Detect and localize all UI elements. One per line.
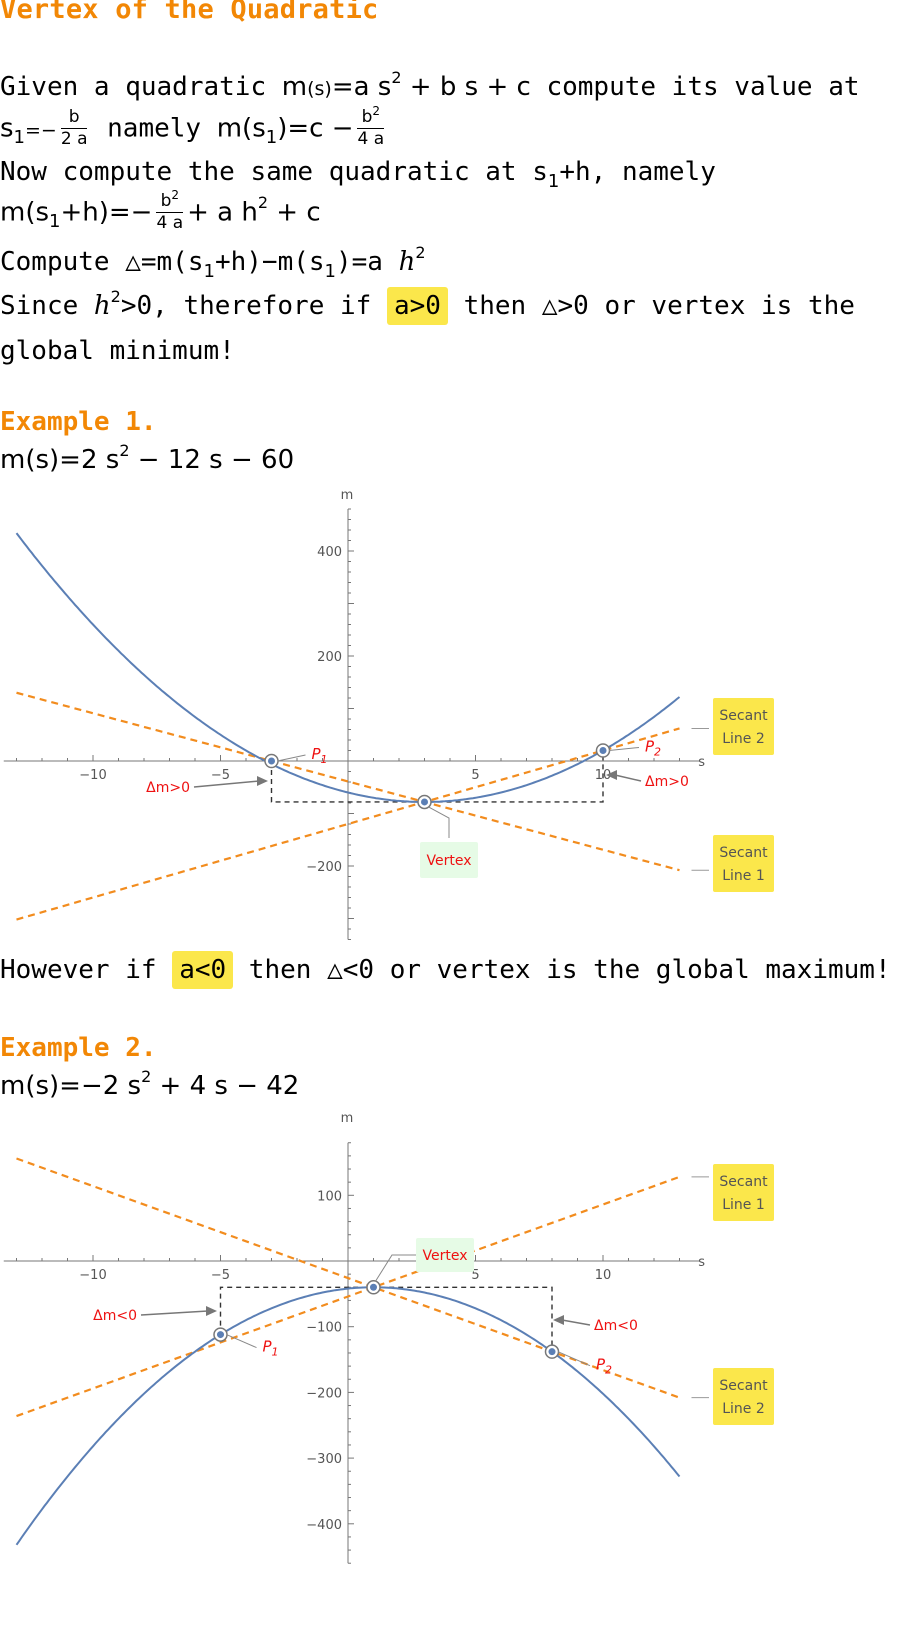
vertex-leader xyxy=(428,806,450,838)
y-axis-label: m xyxy=(341,488,354,503)
y-tick-label: 200 xyxy=(317,650,342,665)
p1-point xyxy=(268,757,275,765)
example-2-formula: m(s)=−2 s2 + 4 s − 42 xyxy=(0,1067,300,1101)
delta-m-right-arrow-shaft xyxy=(614,774,642,782)
p1-label: P1 xyxy=(263,1338,279,1359)
y-tick-label: 100 xyxy=(317,1189,342,1204)
x-tick-label: −10 xyxy=(79,1268,106,1283)
delta-m-left-label: Δm>0 xyxy=(146,780,190,796)
secant-line-2 xyxy=(16,727,680,921)
highlight-a-positive: a>0 xyxy=(386,287,448,325)
text-line-5: Compute △=m(s1+h)−m(s1)=a h2 xyxy=(0,243,426,282)
secant-line-1-label-line2: Line 1 xyxy=(722,868,765,884)
secant-line-1-box xyxy=(713,835,774,892)
secant-line-2 xyxy=(16,1157,680,1399)
delta-m-left-arrow-head xyxy=(206,1306,217,1316)
p1-leader xyxy=(226,1334,257,1349)
x-axis-label: s xyxy=(698,1255,705,1270)
vertex-label: Vertex xyxy=(422,1248,467,1264)
delta-m-right-arrow-head xyxy=(553,1315,564,1325)
text-line-2: s1=− b 2 a namely m(s1)=c − b2 4 a xyxy=(0,104,385,149)
text-line-3: Now compute the same quadratic at s1+h, … xyxy=(0,157,716,192)
vertex-point xyxy=(370,1283,377,1291)
y-tick-label: −300 xyxy=(306,1452,342,1467)
x-tick-label: −5 xyxy=(211,1268,230,1283)
x-tick-label: −5 xyxy=(211,768,230,783)
p2-leader xyxy=(557,1351,591,1367)
text-line-between: However if a<0 then △<0 or vertex is the… xyxy=(0,951,891,989)
x-tick-label: 10 xyxy=(595,1268,612,1283)
delta-m-left-label: Δm<0 xyxy=(93,1308,137,1324)
fraction-b2-4a-2: b2 4 a xyxy=(156,188,184,233)
x-tick-label: 5 xyxy=(471,768,479,783)
text-line-7: global minimum! xyxy=(0,336,235,366)
secant-line-2-label-line1: Secant xyxy=(719,708,768,724)
example-1-formula: m(s)=2 s2 − 12 s − 60 xyxy=(0,441,295,475)
p2-point xyxy=(599,747,607,754)
delta-m-bracket xyxy=(270,750,604,803)
delta-m-right-arrow-head xyxy=(606,770,617,780)
y-tick-label: −100 xyxy=(306,1321,342,1336)
p1-label: P1 xyxy=(312,745,328,766)
x-tick-label: −10 xyxy=(79,768,106,783)
secant-line-1-label-line2: Line 1 xyxy=(722,1197,765,1213)
highlight-a-negative: a<0 xyxy=(172,951,234,989)
secant-line-2-label-line2: Line 2 xyxy=(722,1401,765,1417)
text-line-1: Given a quadratic m(s)=a s2 + b s + c co… xyxy=(0,68,860,102)
delta-m-right-label: Δm<0 xyxy=(594,1318,638,1334)
y-axis-label: m xyxy=(341,1111,354,1126)
delta-m-right-label: Δm>0 xyxy=(645,774,689,790)
example-2-heading: Example 2. xyxy=(0,1033,157,1063)
p2-label: P2 xyxy=(645,738,661,759)
x-axis-label: s xyxy=(698,755,705,770)
p1-leader xyxy=(277,754,306,762)
vertex-label-box xyxy=(416,1238,474,1272)
secant-line-1 xyxy=(16,1175,680,1418)
secant-line-2-label-line2: Line 2 xyxy=(722,731,765,747)
delta-m-left-arrow-shaft xyxy=(140,1310,209,1316)
text-line-6: Since h2>0, therefore if a>0 then △>0 or… xyxy=(0,287,855,325)
vertex-label: Vertex xyxy=(426,853,471,869)
p2-point xyxy=(548,1348,556,1356)
delta-m-right-arrow-shaft xyxy=(561,1319,591,1326)
secant-line-1 xyxy=(16,691,680,872)
quadratic-curve xyxy=(15,1286,681,1546)
secant-line-1-box xyxy=(713,1164,774,1221)
x-tick-label: 5 xyxy=(471,1268,479,1283)
p2-label: P2 xyxy=(596,1356,612,1377)
vertex-point xyxy=(421,798,428,806)
p2-leader xyxy=(608,747,640,751)
secant-line-1-label-line1: Secant xyxy=(719,845,768,861)
text-line-4: m(s1+h)=− b2 4 a + a h2 + c xyxy=(0,188,321,233)
vertex-label-box xyxy=(420,842,478,878)
delta-m-left-arrow-head xyxy=(257,776,268,786)
example-1-heading: Example 1. xyxy=(0,407,157,437)
page-title: Vertex of the Quadratic xyxy=(0,0,379,25)
secant-line-2-box xyxy=(713,1368,774,1425)
y-tick-label: 400 xyxy=(317,545,342,560)
y-tick-label: −200 xyxy=(306,1386,342,1401)
vertex-leader xyxy=(375,1254,416,1282)
y-tick-label: −400 xyxy=(306,1518,342,1533)
secant-line-1-label-line1: Secant xyxy=(719,1174,768,1190)
example-2-chart: s m −10 −5 5 10 100 −100 −200 −300 −400 P1 P2 Vertex Δ… xyxy=(3,1111,774,1564)
delta-m-left-arrow-shaft xyxy=(193,780,260,788)
secant-line-2-box xyxy=(713,698,774,755)
fraction-b2-4a: b2 4 a xyxy=(357,104,385,149)
p1-point xyxy=(217,1331,224,1339)
quadratic-curve xyxy=(15,532,681,803)
y-tick-label: −200 xyxy=(306,860,342,875)
secant-line-2-label-line1: Secant xyxy=(719,1378,768,1394)
